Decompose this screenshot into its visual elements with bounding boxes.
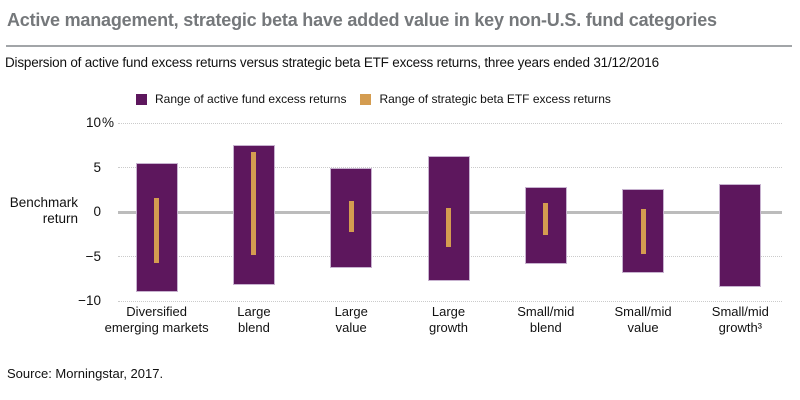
legend-label-strategic-beta: Range of strategic beta ETF excess retur…: [379, 92, 611, 106]
category-label: Large blend: [237, 304, 271, 335]
page-title: Active management, strategic beta have a…: [7, 10, 717, 30]
strategic-beta-range-bar: [543, 203, 549, 236]
category-label: Small/mid blend: [517, 304, 575, 335]
strategic-beta-range-bar: [446, 207, 451, 247]
title-divider: [6, 45, 792, 47]
category-label: Large value: [334, 304, 368, 335]
strategic-beta-range-bar: [640, 209, 646, 254]
legend: Range of active fund excess returns Rang…: [136, 92, 611, 106]
strategic-beta-range-bar: [251, 152, 257, 255]
category-label: Small/mid growth³: [711, 304, 769, 335]
y-tick-label: −10: [78, 293, 101, 308]
y-axis-title: Benchmark return: [9, 195, 78, 226]
strategic-beta-range-bar: [154, 197, 160, 263]
y-tick-label: −5: [85, 248, 101, 264]
category-label: Diversified emerging markets: [104, 304, 209, 335]
active-range-bar: [719, 183, 762, 287]
y-tick-label: 10%: [85, 115, 115, 130]
chart-subtitle: Dispersion of active fund excess returns…: [5, 55, 659, 70]
active-range-swatch-icon: [136, 93, 147, 105]
gridline-10: [118, 122, 782, 124]
y-tick-label: 5: [93, 159, 101, 175]
strategic-beta-swatch-icon: [360, 93, 372, 105]
y-tick-label: 0: [93, 204, 101, 219]
y-axis-unit: %: [102, 115, 115, 130]
category-label: Large growth: [428, 304, 469, 335]
gridline--10: [118, 300, 782, 302]
legend-item-active-funds: Range of active fund excess returns: [136, 92, 346, 106]
source-note: Source: Morningstar, 2017.: [7, 366, 164, 381]
category-label: Small/mid value: [614, 304, 672, 335]
legend-label-active-funds: Range of active fund excess returns: [155, 92, 347, 106]
legend-item-strategic-beta: Range of strategic beta ETF excess retur…: [360, 92, 611, 106]
strategic-beta-range-bar: [348, 201, 354, 232]
